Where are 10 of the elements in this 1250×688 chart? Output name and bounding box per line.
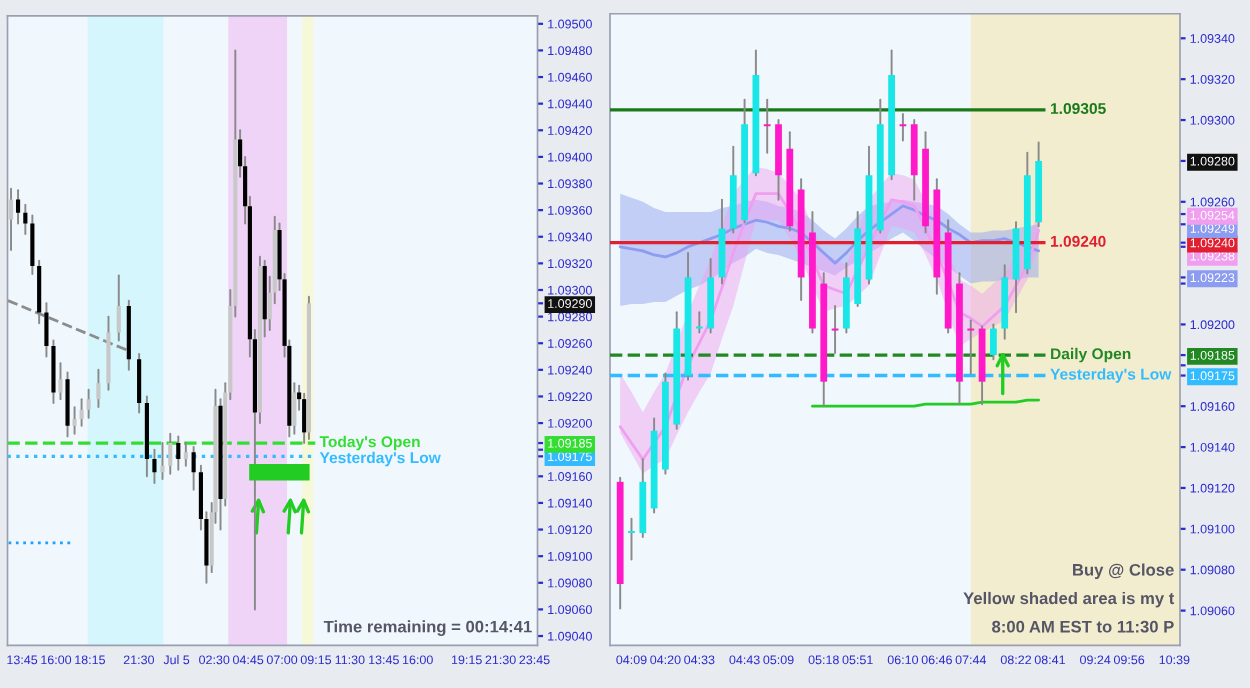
annotation: Yellow shaded area is my t [963,591,1175,608]
annotation: Buy @ Close [1073,563,1174,580]
candlestick [990,323,997,361]
annotation: Time remaining = 00:14:41 [323,620,532,636]
annotation: 8:00 AM EST to 11:30 P [992,620,1174,633]
candlestick [763,98,771,154]
candlestick [967,319,975,375]
candlestick [695,311,703,334]
line-series [618,204,1041,265]
candlestick [628,517,635,561]
